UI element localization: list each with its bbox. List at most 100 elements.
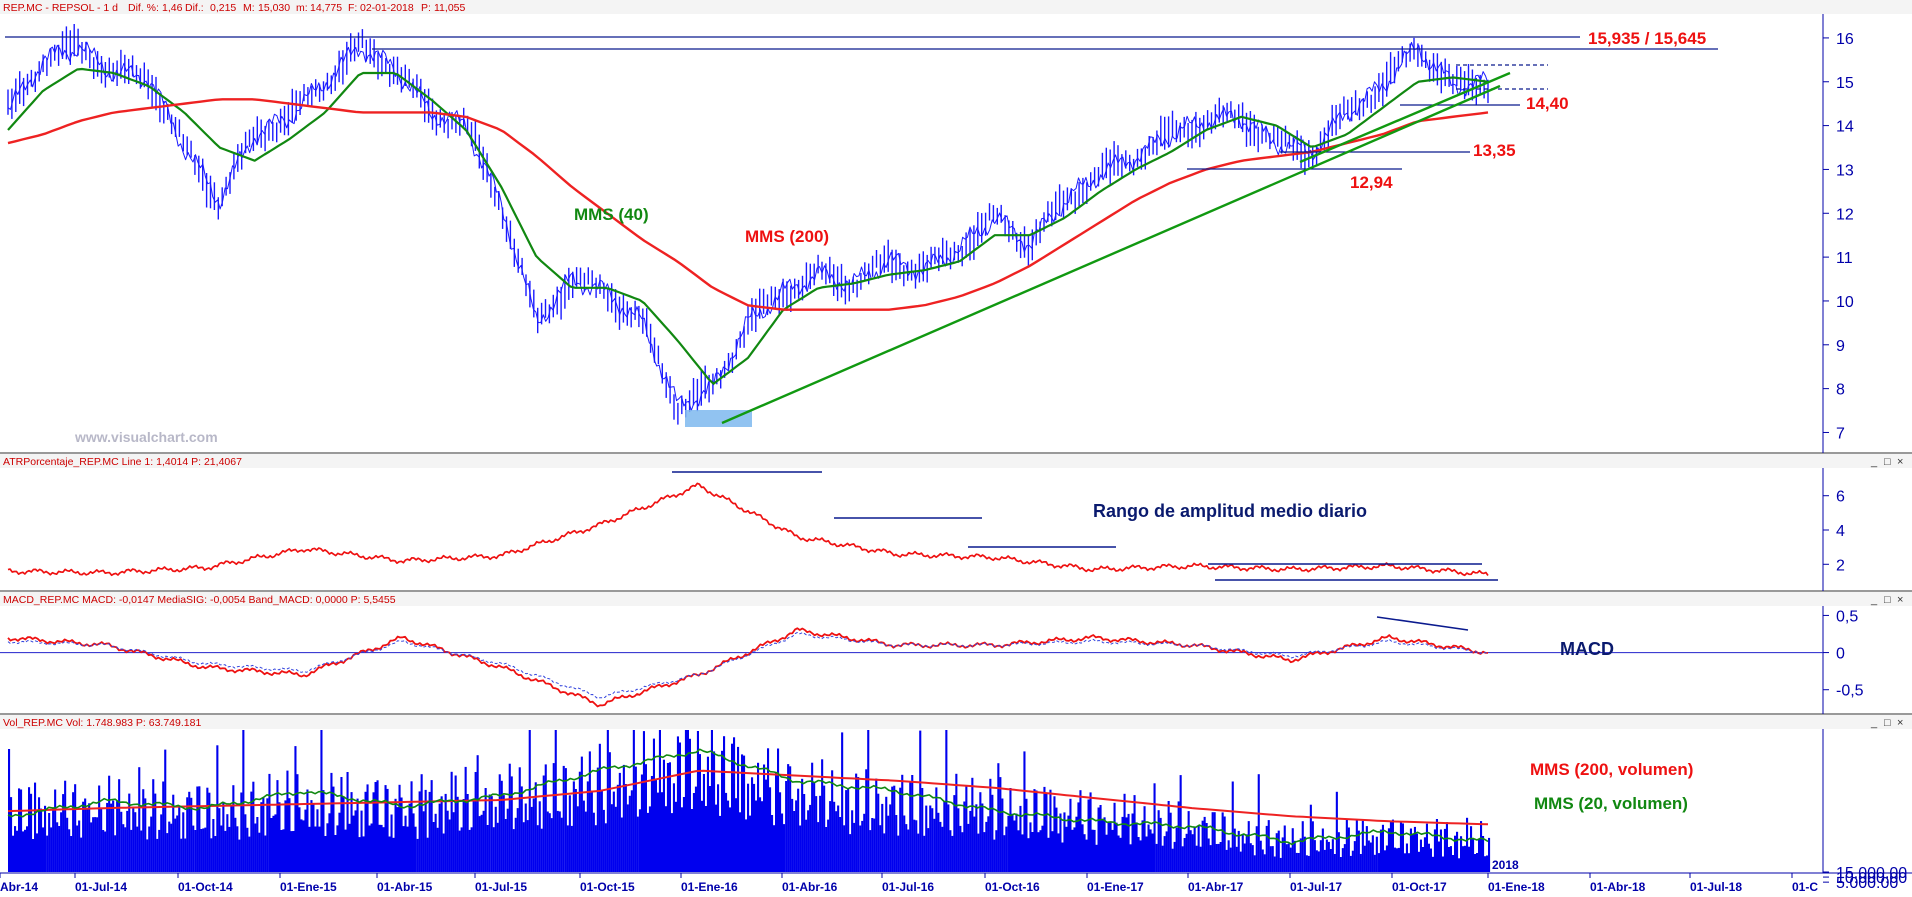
volume-bar [805, 819, 808, 872]
volume-bar [997, 763, 1000, 872]
maximize-icon[interactable]: □ [1884, 594, 1891, 606]
macd-window-controls[interactable]: _ □ × [1870, 594, 1903, 606]
maximize-icon[interactable]: □ [1884, 717, 1891, 729]
volume-bar [779, 792, 782, 872]
x-tick-label: 01-Jul-18 [1690, 880, 1742, 892]
close-icon[interactable]: × [1897, 456, 1903, 468]
price-axis-tick-label: 12 [1836, 206, 1854, 223]
price-axis-tick-label: 9 [1836, 338, 1845, 355]
volume-bar [662, 759, 665, 872]
volume-bar [202, 828, 205, 872]
volume-bar [698, 754, 701, 872]
volume-bar [352, 815, 355, 872]
volume-bar [470, 827, 473, 872]
atr-axis-tick-label: 4 [1836, 523, 1845, 540]
volume-bar [1470, 826, 1473, 872]
minimize-icon[interactable]: _ [1870, 456, 1878, 468]
volume-bar [871, 818, 874, 872]
volume-bar [426, 837, 429, 872]
volume-bar [700, 800, 703, 872]
volume-bar [366, 784, 369, 872]
volume-bar [118, 779, 121, 872]
atr-reference-lines [672, 471, 1498, 581]
volume-bar [1454, 835, 1457, 872]
volume-bar [813, 783, 816, 872]
volume-bar [1017, 830, 1020, 872]
volume-bar [384, 785, 387, 872]
annotation-macd: MACD [1560, 639, 1614, 659]
volume-bar [1035, 790, 1038, 872]
volume-bar [142, 789, 145, 872]
volume-bar [1227, 840, 1230, 872]
volume-bar [1361, 820, 1364, 872]
volume-bar [1249, 843, 1252, 872]
volume-bar [622, 764, 625, 872]
volume-bar [386, 788, 389, 872]
volume-bar [190, 797, 193, 872]
volume-bar [1075, 816, 1078, 872]
volume-bar [22, 831, 25, 872]
atr-title-bar [0, 454, 1912, 468]
volume-bar [450, 771, 453, 872]
volume-bar [1427, 843, 1430, 872]
volume-window-controls[interactable]: _ □ × [1870, 717, 1903, 729]
x-tick-label: 01-Ene-15 [280, 880, 337, 892]
volume-bar [616, 784, 619, 872]
volume-bar [314, 826, 317, 872]
volume-bar [1107, 822, 1110, 872]
volume-bar [46, 835, 49, 872]
volume-bar [1019, 805, 1022, 872]
volume-bar [1029, 822, 1032, 872]
atr-window-controls[interactable]: _ □ × [1870, 456, 1903, 468]
volume-bar [1125, 817, 1128, 872]
volume-bar [1201, 820, 1204, 872]
volume-bar [1031, 832, 1034, 872]
volume-bar [294, 746, 297, 872]
volume-bar [374, 782, 377, 872]
minimize-icon[interactable]: _ [1870, 594, 1878, 606]
volume-bar [1149, 829, 1152, 872]
volume-bar [1229, 847, 1232, 872]
volume-bar [841, 732, 844, 872]
volume-bar [32, 839, 35, 872]
volume-bar [484, 788, 487, 872]
volume-bar [248, 836, 251, 872]
volume-bar [721, 750, 724, 872]
volume-bar [843, 825, 846, 872]
volume-bar [668, 762, 671, 872]
series-layer [0, 24, 1823, 846]
annotation-mms40: MMS (40) [574, 205, 649, 224]
volume-bar [953, 795, 956, 872]
volume-bar [1025, 798, 1028, 872]
close-icon[interactable]: × [1897, 594, 1903, 606]
volume-bar [1027, 838, 1030, 872]
volume-bar [1421, 847, 1424, 872]
volume-bar [468, 829, 471, 872]
volume-bar [773, 825, 776, 872]
volume-bar [723, 736, 726, 872]
volume-bar [538, 801, 541, 872]
volume-bar [200, 829, 203, 872]
volume-bar [1059, 813, 1062, 872]
volume-bar [128, 793, 131, 872]
minimize-icon[interactable]: _ [1870, 717, 1878, 729]
close-icon[interactable]: × [1897, 717, 1903, 729]
volume-bar [1401, 823, 1404, 872]
volume-bar [1313, 840, 1316, 872]
volume-bar [1083, 834, 1086, 872]
volume-bar [893, 785, 896, 872]
volume-bar [368, 825, 371, 872]
volume-bar [348, 823, 351, 872]
volume-bar [686, 730, 689, 872]
volume-bar [382, 827, 385, 872]
price-reference-lines [5, 36, 1718, 170]
mms200-line [7, 98, 1489, 311]
volume-bar [328, 813, 331, 872]
volume-bar [995, 830, 998, 872]
volume-bar [985, 821, 988, 872]
x-tick-label: 01-Jul-15 [475, 880, 527, 892]
volume-bar [454, 775, 457, 872]
volume-bar [905, 824, 908, 872]
maximize-icon[interactable]: □ [1884, 456, 1891, 468]
